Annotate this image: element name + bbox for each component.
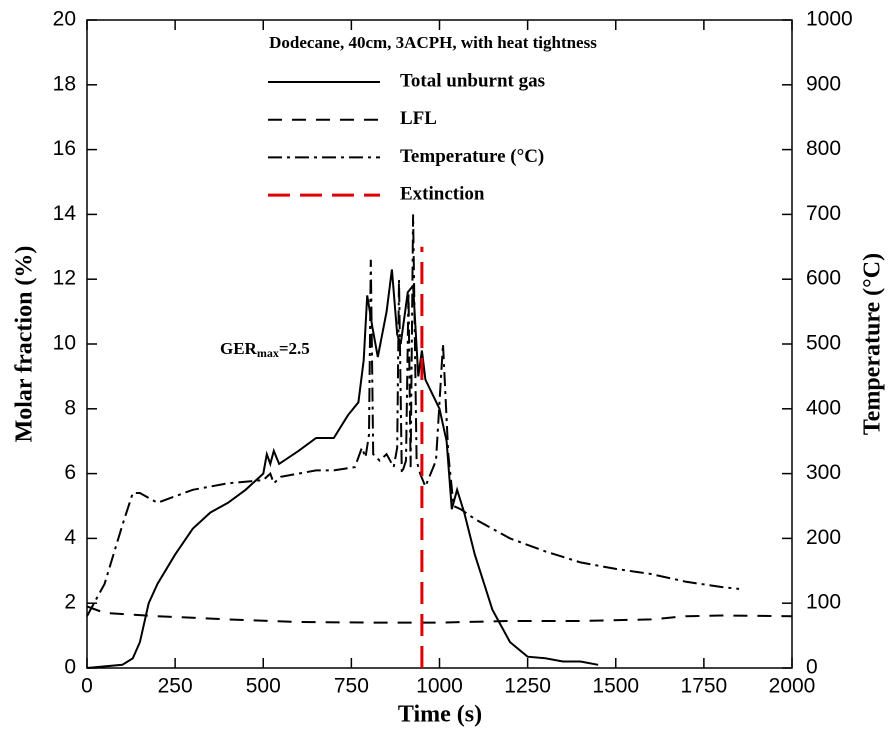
x-tick-label: 750 xyxy=(334,675,369,698)
x-tick-label: 250 xyxy=(158,675,193,698)
y-tick-label: 20 xyxy=(53,8,76,31)
y-tick-label: 12 xyxy=(53,267,76,290)
x-tick-label: 500 xyxy=(246,675,281,698)
y-tick-label: 16 xyxy=(53,137,76,160)
x-tick-label: 1250 xyxy=(504,675,551,698)
x-tick-label: 2000 xyxy=(769,675,816,698)
plot-frame xyxy=(86,19,793,669)
x-tick-label: 1000 xyxy=(416,675,463,698)
legend-label: Temperature (°C) xyxy=(400,146,544,167)
y2-tick-label: 0 xyxy=(806,656,818,679)
x-tick-label: 1750 xyxy=(681,675,728,698)
y2-tick-label: 800 xyxy=(806,137,841,160)
x-axis-title: Time (s) xyxy=(398,702,482,728)
y-tick-label: 2 xyxy=(64,591,76,614)
y2-tick-label: 200 xyxy=(806,526,841,549)
y-tick-label: 8 xyxy=(64,396,76,419)
x-tick-label: 1500 xyxy=(592,675,639,698)
series-line xyxy=(86,214,740,617)
y-tick-label: 0 xyxy=(64,656,76,679)
legend-label: LFL xyxy=(400,108,437,129)
annotation: GERmax=2.5 xyxy=(220,339,310,360)
y-tick-label: 4 xyxy=(64,526,76,549)
y-tick-label: 18 xyxy=(53,72,76,95)
legend-label: Extinction xyxy=(400,183,485,204)
y2-tick-label: 400 xyxy=(806,396,841,419)
y2-tick-label: 1000 xyxy=(806,8,853,31)
y-tick-label: 6 xyxy=(64,461,76,484)
y2-axis-title: Temperature (°C) xyxy=(860,253,886,435)
y-tick-label: 10 xyxy=(53,332,76,355)
y2-tick-label: 100 xyxy=(806,591,841,614)
y2-tick-label: 700 xyxy=(806,202,841,225)
legend-label: Total unburnt gas xyxy=(400,70,545,91)
series-line xyxy=(86,605,793,624)
y2-tick-label: 900 xyxy=(806,72,841,95)
y2-tick-label: 600 xyxy=(806,267,841,290)
y-axis-title: Molar fraction (%) xyxy=(12,246,38,443)
legend-title: Dodecane, 40cm, 3ACPH, with heat tightne… xyxy=(269,33,597,52)
x-tick-label: 0 xyxy=(81,675,93,698)
y-tick-label: 14 xyxy=(53,202,77,225)
y2-tick-label: 300 xyxy=(806,461,841,484)
y2-tick-label: 500 xyxy=(806,332,841,355)
